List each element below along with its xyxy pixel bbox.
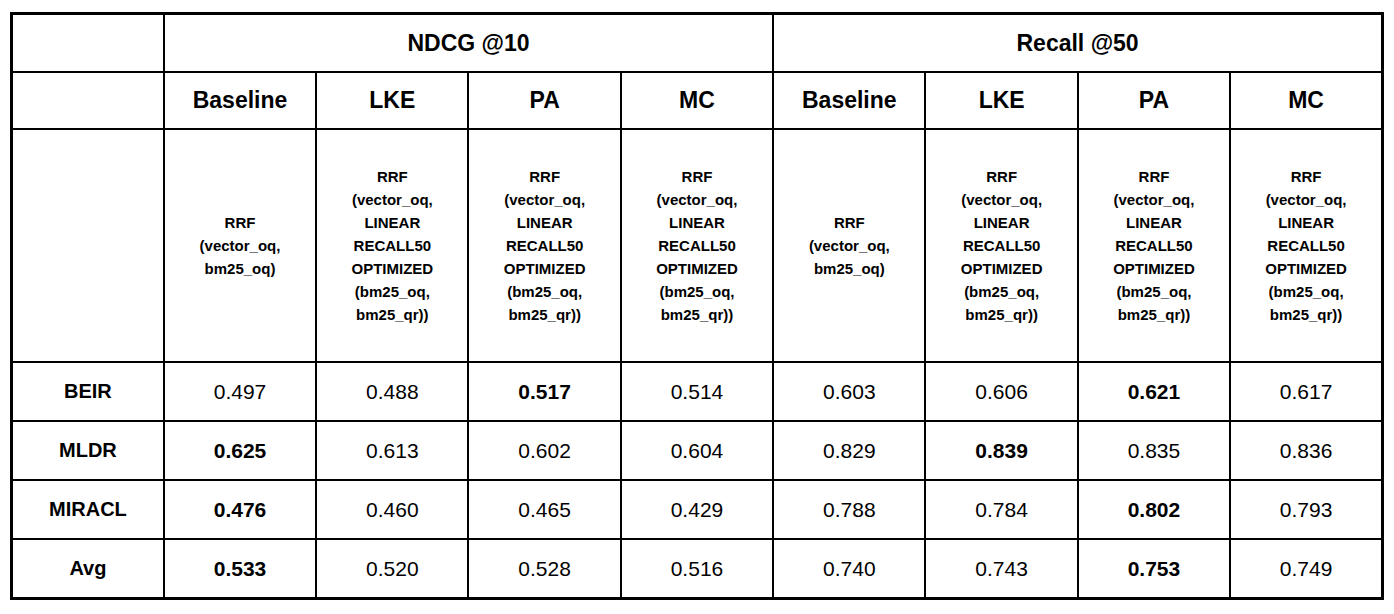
method-description: RRF (vector_oq, bm25_oq) <box>164 129 316 362</box>
metric-value: 0.835 <box>1078 421 1230 480</box>
metric-value: 0.604 <box>621 421 773 480</box>
method-description: RRF (vector_oq, LINEAR RECALL50 OPTIMIZE… <box>1078 129 1230 362</box>
metric-value: 0.476 <box>164 480 316 539</box>
column-group-ndcg: NDCG @10 <box>164 14 773 73</box>
row-label: MIRACL <box>12 480 164 539</box>
metric-value: 0.488 <box>316 362 468 421</box>
metric-value: 0.743 <box>925 539 1077 599</box>
metric-value: 0.533 <box>164 539 316 599</box>
metric-value: 0.606 <box>925 362 1077 421</box>
metric-value: 0.613 <box>316 421 468 480</box>
metric-value: 0.749 <box>1230 539 1382 599</box>
method-description: RRF (vector_oq, LINEAR RECALL50 OPTIMIZE… <box>621 129 773 362</box>
metric-value: 0.793 <box>1230 480 1382 539</box>
method-header-ndcg-pa: PA <box>468 72 620 129</box>
metric-value: 0.603 <box>773 362 925 421</box>
row-label: MLDR <box>12 421 164 480</box>
empty-corner-cell <box>12 72 164 129</box>
method-description: RRF (vector_oq, bm25_oq) <box>773 129 925 362</box>
method-description: RRF (vector_oq, LINEAR RECALL50 OPTIMIZE… <box>316 129 468 362</box>
metric-value: 0.429 <box>621 480 773 539</box>
metric-value: 0.829 <box>773 421 925 480</box>
table-row-beir: BEIR 0.497 0.488 0.517 0.514 0.603 0.606… <box>12 362 1383 421</box>
metric-value: 0.740 <box>773 539 925 599</box>
method-header-recall-pa: PA <box>1078 72 1230 129</box>
method-header-ndcg-mc: MC <box>621 72 773 129</box>
table-row-avg: Avg 0.533 0.520 0.528 0.516 0.740 0.743 … <box>12 539 1383 599</box>
metric-value: 0.517 <box>468 362 620 421</box>
metric-value: 0.839 <box>925 421 1077 480</box>
method-header-row: Baseline LKE PA MC Baseline LKE PA MC <box>12 72 1383 129</box>
metric-value: 0.602 <box>468 421 620 480</box>
metric-value: 0.784 <box>925 480 1077 539</box>
method-header-recall-mc: MC <box>1230 72 1382 129</box>
results-table: NDCG @10 Recall @50 Baseline LKE PA MC B… <box>10 12 1384 600</box>
method-header-recall-baseline: Baseline <box>773 72 925 129</box>
metric-value: 0.621 <box>1078 362 1230 421</box>
metric-value: 0.788 <box>773 480 925 539</box>
metric-value: 0.520 <box>316 539 468 599</box>
page: NDCG @10 Recall @50 Baseline LKE PA MC B… <box>0 0 1394 614</box>
row-label: BEIR <box>12 362 164 421</box>
method-description-row: RRF (vector_oq, bm25_oq) RRF (vector_oq,… <box>12 129 1383 362</box>
metric-value: 0.617 <box>1230 362 1382 421</box>
column-group-recall: Recall @50 <box>773 14 1382 73</box>
table-row-miracl: MIRACL 0.476 0.460 0.465 0.429 0.788 0.7… <box>12 480 1383 539</box>
metric-value: 0.528 <box>468 539 620 599</box>
method-description: RRF (vector_oq, LINEAR RECALL50 OPTIMIZE… <box>925 129 1077 362</box>
metric-value: 0.625 <box>164 421 316 480</box>
metric-value: 0.836 <box>1230 421 1382 480</box>
method-header-recall-lke: LKE <box>925 72 1077 129</box>
method-description: RRF (vector_oq, LINEAR RECALL50 OPTIMIZE… <box>1230 129 1382 362</box>
metric-value: 0.497 <box>164 362 316 421</box>
metric-value: 0.802 <box>1078 480 1230 539</box>
method-description: RRF (vector_oq, LINEAR RECALL50 OPTIMIZE… <box>468 129 620 362</box>
method-header-ndcg-lke: LKE <box>316 72 468 129</box>
metric-value: 0.753 <box>1078 539 1230 599</box>
empty-corner-cell <box>12 129 164 362</box>
column-group-row: NDCG @10 Recall @50 <box>12 14 1383 73</box>
metric-value: 0.516 <box>621 539 773 599</box>
metric-value: 0.514 <box>621 362 773 421</box>
empty-corner-cell <box>12 14 164 73</box>
method-header-ndcg-baseline: Baseline <box>164 72 316 129</box>
table-row-mldr: MLDR 0.625 0.613 0.602 0.604 0.829 0.839… <box>12 421 1383 480</box>
row-label: Avg <box>12 539 164 599</box>
metric-value: 0.460 <box>316 480 468 539</box>
metric-value: 0.465 <box>468 480 620 539</box>
